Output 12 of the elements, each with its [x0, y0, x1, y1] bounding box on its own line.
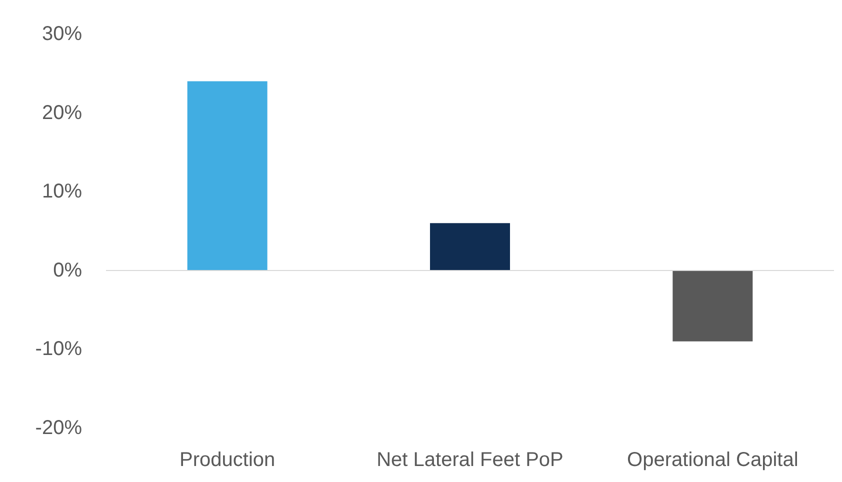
y-tick-label: 30% — [42, 23, 82, 45]
x-tick-label: Operational Capital — [627, 449, 798, 471]
y-tick-label: -10% — [35, 338, 82, 360]
bar — [430, 223, 510, 270]
bar — [187, 81, 268, 270]
x-tick-label: Net Lateral Feet PoP — [376, 449, 564, 471]
y-tick-label: 20% — [42, 102, 82, 124]
y-tick-label: 10% — [42, 180, 82, 203]
x-tick-label: Production — [180, 449, 276, 471]
y-tick-label: 0% — [53, 259, 82, 282]
y-tick-label: -20% — [35, 417, 82, 439]
bar — [672, 270, 753, 342]
